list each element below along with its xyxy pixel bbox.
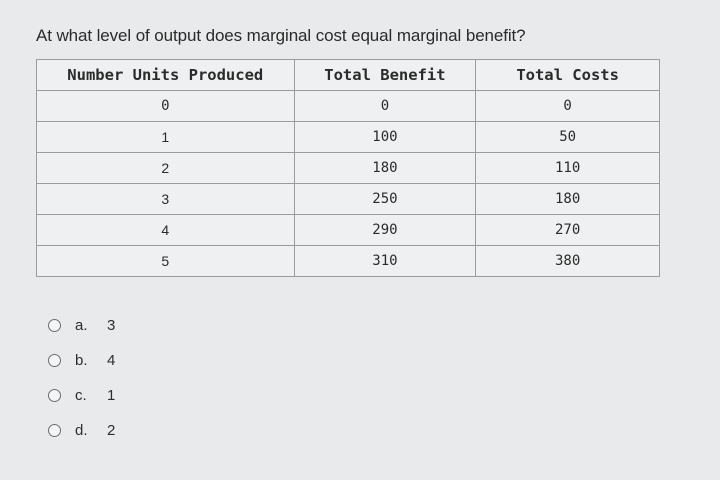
benefit-cell: 180 (293, 152, 477, 184)
costs-cell: 380 (475, 245, 660, 277)
option-letter: a. (75, 316, 88, 334)
costs-cell: 270 (475, 214, 660, 246)
benefit-cell: 100 (293, 121, 477, 153)
option-letter: d. (75, 421, 88, 439)
benefit-cell: 0 (293, 90, 477, 122)
option-value: 2 (107, 421, 116, 439)
units-cell: 3 (36, 183, 295, 215)
costs-cell: 50 (475, 121, 660, 153)
units-cell: 1 (36, 121, 295, 153)
units-cell: 0 (36, 90, 295, 122)
table-row: 1 100 50 (36, 121, 660, 153)
option-value: 1 (107, 386, 116, 404)
table-row: 4 290 270 (36, 214, 660, 246)
benefit-cell: 290 (293, 214, 477, 246)
option-letter: b. (75, 351, 88, 369)
table-header-row: Number Units Produced Total Benefit Tota… (36, 59, 660, 91)
radio-button[interactable] (48, 388, 61, 402)
units-cell: 2 (36, 152, 295, 184)
data-table: Number Units Produced Total Benefit Tota… (36, 59, 660, 277)
option-d[interactable]: d. 2 (48, 418, 115, 442)
radio-button[interactable] (48, 318, 61, 332)
option-value: 3 (107, 316, 116, 334)
benefit-cell: 250 (293, 183, 477, 215)
header-units: Number Units Produced (36, 59, 295, 91)
option-a[interactable]: a. 3 (48, 313, 115, 337)
table-row: 3 250 180 (36, 183, 660, 215)
option-c[interactable]: c. 1 (48, 383, 115, 407)
units-cell: 5 (36, 245, 295, 277)
option-value: 4 (107, 351, 116, 369)
radio-button[interactable] (48, 423, 61, 437)
header-benefit: Total Benefit (293, 59, 477, 91)
costs-cell: 0 (475, 90, 660, 122)
header-costs: Total Costs (475, 59, 660, 91)
table-row: 2 180 110 (36, 152, 660, 184)
costs-cell: 180 (475, 183, 660, 215)
table-row: 5 310 380 (36, 245, 660, 277)
option-b[interactable]: b. 4 (48, 348, 115, 372)
units-cell: 4 (36, 214, 295, 246)
answer-options: a. 3 b. 4 c. 1 d. 2 (48, 313, 115, 453)
benefit-cell: 310 (293, 245, 477, 277)
option-letter: c. (75, 386, 87, 404)
question-text: At what level of output does marginal co… (36, 26, 526, 45)
radio-button[interactable] (48, 353, 61, 367)
table-row: 0 0 0 (36, 90, 660, 122)
costs-cell: 110 (475, 152, 660, 184)
